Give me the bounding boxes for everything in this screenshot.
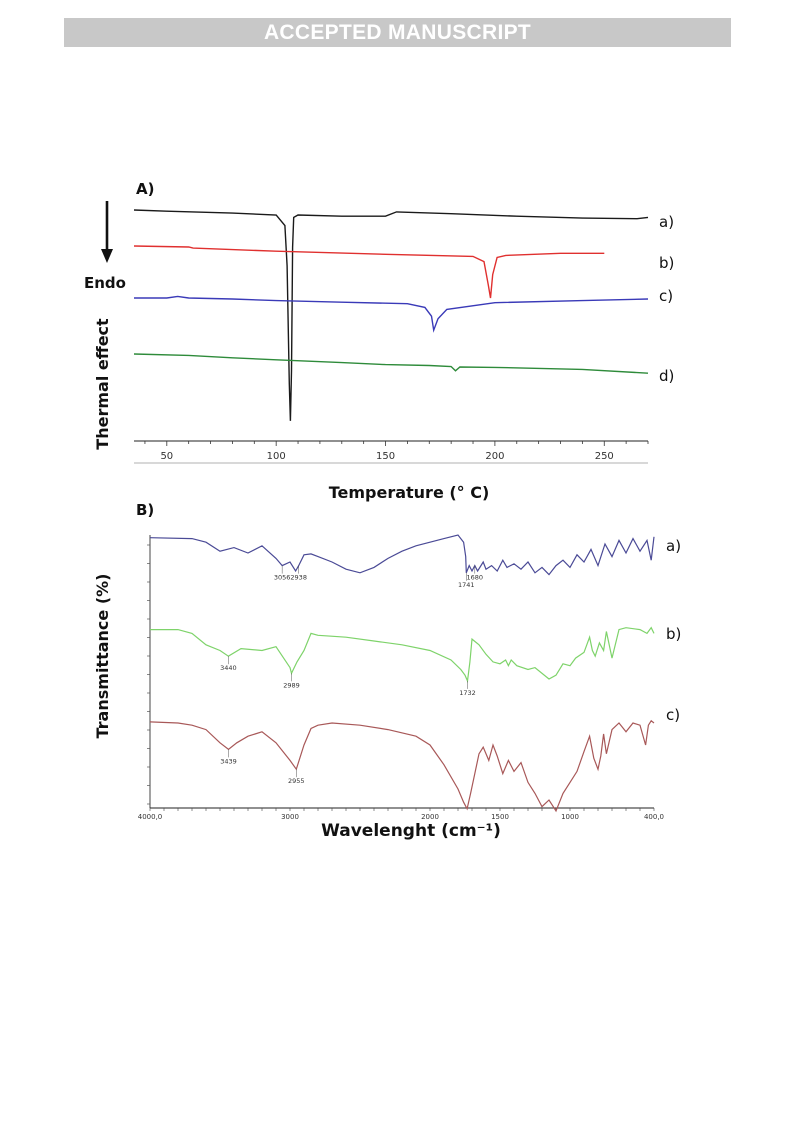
series-label-b-a: a) <box>666 537 681 555</box>
chart-b-ftir: B) 4000,0 3000 2000 1500 1000 400,0 Wavelenght … <box>93 501 681 841</box>
peak-label-b: 2938 <box>290 574 307 582</box>
x-tick-label-b: 3000 <box>281 813 299 821</box>
series-label-b-c: c) <box>666 706 680 724</box>
manuscript-banner: ACCEPTED MANUSCRIPT <box>64 18 731 47</box>
x-tick-label-b: 1500 <box>491 813 509 821</box>
chart-a-dsc: A) Endo Thermal effect 50 100 150 200 250 Temper… <box>84 180 674 502</box>
series-label-a-a: a) <box>659 213 674 231</box>
peak-label-b: 2989 <box>283 681 300 689</box>
x-tick-label-a: 50 <box>160 451 173 462</box>
series-label-b-b: b) <box>666 625 681 643</box>
x-tick-label-b: 4000,0 <box>138 813 163 821</box>
peak-label-b: 3440 <box>220 664 237 672</box>
x-tick-label-a: 150 <box>376 451 395 462</box>
series-line-b-a <box>149 534 655 576</box>
series-label-a-d: d) <box>659 367 674 385</box>
x-tick-label-b: 1000 <box>561 813 579 821</box>
peak-label-b: 3439 <box>220 757 237 765</box>
x-tick-label-a: 100 <box>267 451 286 462</box>
peak-label-b: 1680 <box>467 574 484 582</box>
peak-label-b: 1741 <box>458 581 475 589</box>
series-line-a-b <box>133 245 605 299</box>
peak-label-b: 1732 <box>459 689 476 697</box>
x-axis-label-b: Wavelenght (cm⁻¹) <box>321 821 501 841</box>
y-axis-label-a: Thermal effect <box>93 318 112 450</box>
banner-text: ACCEPTED MANUSCRIPT <box>263 21 532 44</box>
panel-label-b: B) <box>136 501 154 519</box>
series-line-b-c <box>149 719 655 813</box>
series-line-b-b <box>150 626 655 684</box>
x-tick-label-b: 2000 <box>421 813 439 821</box>
endo-arrow-icon <box>101 249 113 263</box>
endo-label: Endo <box>84 274 126 292</box>
panel-label-a: A) <box>136 180 154 198</box>
x-tick-label-a: 250 <box>595 451 614 462</box>
y-axis-label-b: Transmittance (%) <box>93 574 112 739</box>
series-line-a-d <box>133 353 649 374</box>
series-line-a-c <box>134 295 649 333</box>
peak-label-b: 2955 <box>288 777 305 785</box>
series-label-a-b: b) <box>659 254 674 272</box>
x-axis-label-a: Temperature (° C) <box>329 483 490 502</box>
peak-label-b: 3056 <box>274 574 291 582</box>
x-tick-label-a: 200 <box>485 451 504 462</box>
series-label-a-c: c) <box>659 287 673 305</box>
x-tick-label-b: 400,0 <box>644 813 664 821</box>
series-line-a-a <box>133 209 649 421</box>
